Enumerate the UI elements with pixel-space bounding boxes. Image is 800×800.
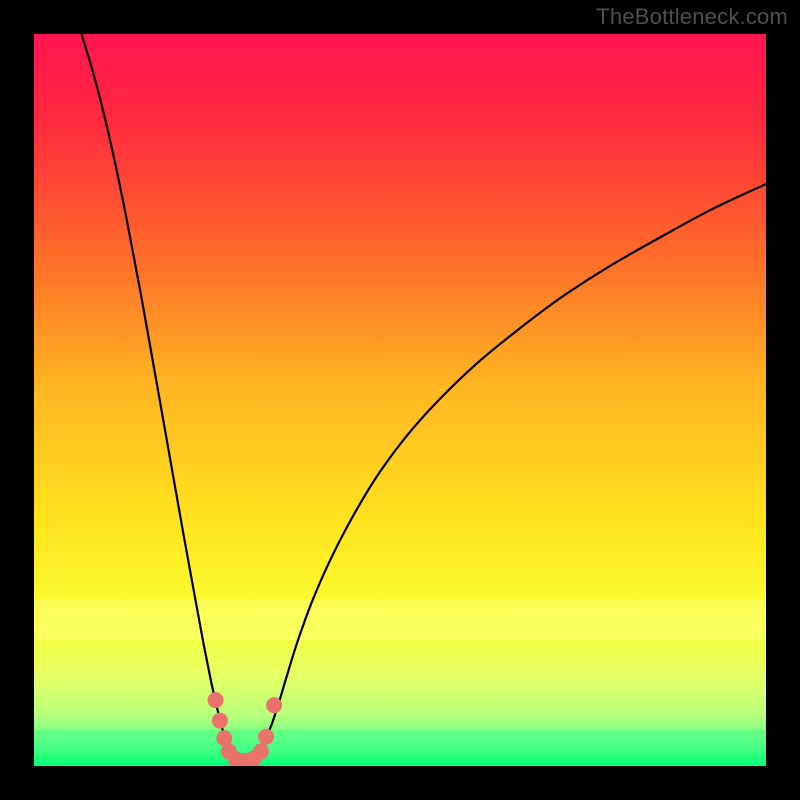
bottleneck-chart [0, 0, 800, 800]
chart-frame: TheBottleneck.com [0, 0, 800, 800]
watermark-text: TheBottleneck.com [596, 4, 788, 30]
